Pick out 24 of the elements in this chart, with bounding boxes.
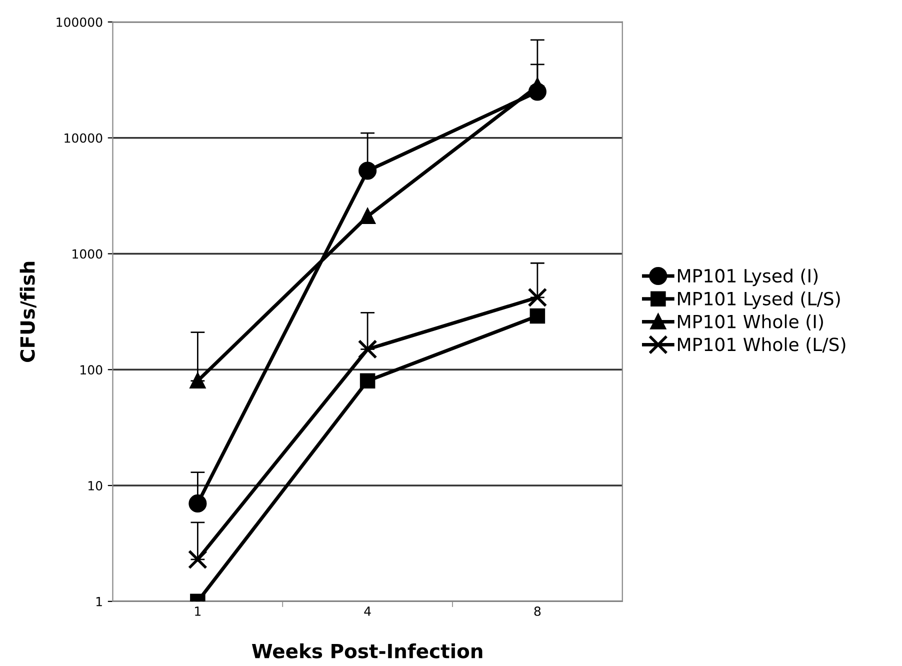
point: [190, 373, 206, 388]
legend-label: MP101 Whole (I): [678, 314, 823, 330]
x-tick-label: 4: [364, 606, 371, 616]
point: [528, 288, 548, 308]
y-tick-label: 1000: [72, 249, 102, 259]
legend-label: MP101 Lysed (L/S): [678, 292, 840, 309]
y-tick-label: 1: [96, 597, 102, 606]
point: [530, 308, 546, 324]
point: [188, 494, 207, 512]
point: [360, 208, 376, 224]
point: [360, 373, 376, 388]
legend-label: MP101 Lysed (I): [678, 268, 818, 286]
legend-label: MP101 Whole (L/S): [678, 337, 846, 354]
x-tick-label: 1: [195, 606, 201, 616]
y-tick-label: 100000: [56, 17, 102, 27]
y-tick-label: 10000: [64, 133, 102, 143]
point: [188, 550, 208, 570]
y-tick-label: 100: [80, 365, 102, 375]
x-axis-title: Weeks Post-Infection: [252, 643, 482, 658]
point: [358, 340, 378, 359]
point: [358, 162, 377, 180]
y-tick-label: 10: [88, 480, 102, 490]
y-axis-title: CFUs/fish: [20, 262, 36, 362]
x-tick-label: 8: [534, 606, 541, 616]
